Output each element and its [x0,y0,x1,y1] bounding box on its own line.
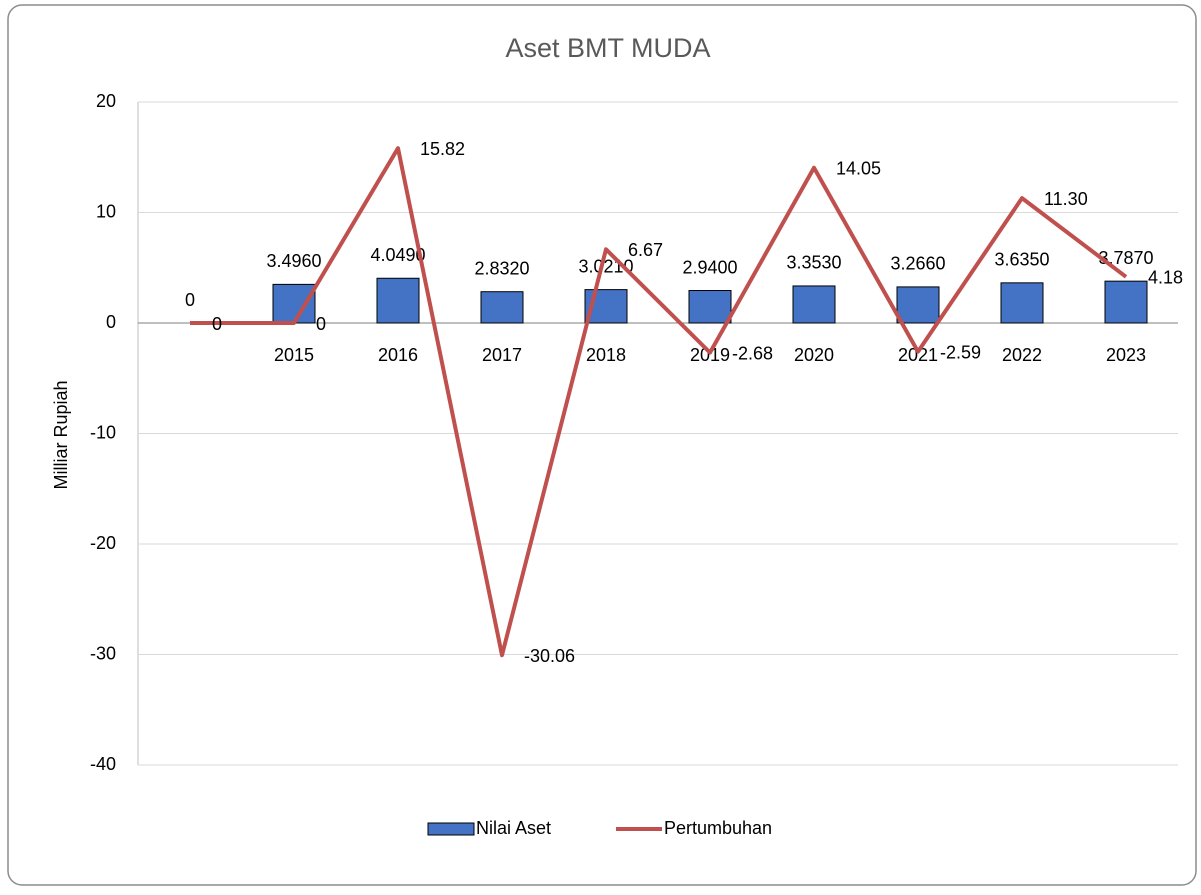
bar-value-label: 2.9400 [682,257,737,277]
line-value-label: 4.18 [1148,268,1183,288]
legend-label: Pertumbuhan [664,818,772,838]
x-tick-label: 2019 [690,345,730,365]
chart-title: Aset BMT MUDA [505,33,710,63]
y-tick-label: -10 [90,422,116,442]
x-tick-label: 2016 [378,345,418,365]
bar [376,277,420,324]
bar [480,291,524,324]
bar-value-label: 3.7870 [1098,248,1153,268]
bar-value-label: 2.8320 [474,258,529,278]
bar [1000,282,1044,324]
line-value-label: -2.59 [940,342,981,362]
line-value-label: -2.68 [732,343,773,363]
y-tick-label: 0 [106,312,116,332]
legend-swatch [427,822,475,836]
line-value-label: 15.82 [420,139,465,159]
bar [792,285,836,324]
bar-value-label: 0 [185,290,195,310]
legend-label: Nilai Aset [476,818,551,838]
x-tick-label: 2017 [482,345,522,365]
y-tick-label: -40 [90,754,116,774]
x-tick-label: 2022 [1002,345,1042,365]
x-tick-label: 2020 [794,345,834,365]
bar [896,286,940,324]
line-value-label: 6.67 [628,240,663,260]
bar [688,290,732,324]
line-value-label: 11.30 [1044,189,1088,209]
bar-value-label: 3.4960 [266,251,321,271]
bar-value-label: 4.0490 [370,245,425,265]
bar-value-label: 3.2660 [890,254,945,274]
y-tick-label: -20 [90,533,116,553]
line [190,146,1128,658]
bar [1104,280,1148,324]
line-value-label: 0 [212,314,222,334]
y-axis-title: Milliar Rupiah [51,380,71,489]
x-tick-label: 2018 [586,345,626,365]
bar [272,283,316,324]
x-tick-label: 2015 [274,345,314,365]
line-value-label: -30.06 [524,646,575,666]
line-value-label: 14.05 [836,158,881,178]
line-value-label: 0 [316,314,326,334]
x-tick-label: 2023 [1106,345,1146,365]
y-tick-label: 20 [96,91,116,111]
x-tick-label: 2021 [898,345,938,365]
bar-value-label: 3.3530 [786,253,841,273]
chart-border [7,4,1197,886]
bar-value-label: 3.6350 [994,250,1049,270]
y-tick-label: -30 [90,643,116,663]
y-tick-label: 10 [96,201,116,221]
